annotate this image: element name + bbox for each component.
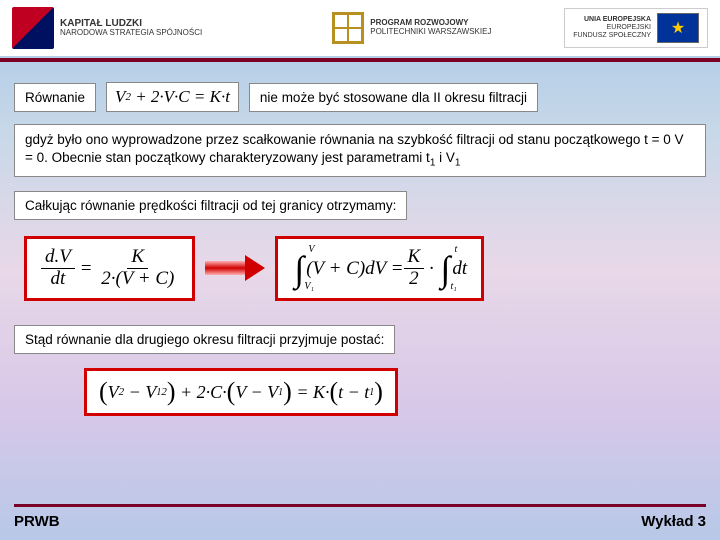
logo-pw: PROGRAM ROZWOJOWY POLITECHNIKI WARSZAWSK… bbox=[332, 12, 491, 44]
paragraph-1: gdyż było ono wyprowadzone przez scałkow… bbox=[14, 124, 706, 177]
eq2a-num: d.V bbox=[41, 247, 75, 269]
logo-kapital-ludzki: KAPITAŁ LUDZKI NARODOWA STRATEGIA SPÓJNO… bbox=[12, 7, 202, 49]
para1-sub2: 1 bbox=[455, 158, 461, 169]
para1-b: i V bbox=[435, 150, 455, 165]
paragraph-2: Całkując równanie prędkości filtracji od… bbox=[14, 191, 407, 220]
label-rownanie: Równanie bbox=[14, 83, 96, 112]
footer-lecture: Wykład 3 bbox=[641, 513, 706, 530]
row-equation-intro: Równanie V2 + 2·V·C = K·t nie może być s… bbox=[14, 82, 706, 112]
integral-2-icon: ∫tt₁ bbox=[440, 248, 450, 290]
eq2a-den: dt bbox=[47, 269, 70, 290]
text-nie-moze: nie może być stosowane dla II okresu fil… bbox=[249, 83, 538, 112]
footer-rule bbox=[14, 504, 706, 507]
eq2b-tail: dt bbox=[452, 258, 467, 280]
para1-a: gdyż było ono wyprowadzone przez scałkow… bbox=[25, 132, 683, 165]
paragraph-3: Stąd równanie dla drugiego okresu filtra… bbox=[14, 325, 395, 354]
kl-subtitle: NARODOWA STRATEGIA SPÓJNOŚCI bbox=[60, 28, 202, 37]
kl-text: KAPITAŁ LUDZKI NARODOWA STRATEGIA SPÓJNO… bbox=[60, 18, 202, 38]
kl-icon bbox=[12, 7, 54, 49]
pw-text: PROGRAM ROZWOJOWY POLITECHNIKI WARSZAWSK… bbox=[370, 19, 491, 37]
eu-sub1: EUROPEJSKI bbox=[607, 24, 651, 31]
logo-eu: UNIA EUROPEJSKA EUROPEJSKI FUNDUSZ SPOŁE… bbox=[564, 8, 708, 48]
header-bar: KAPITAŁ LUDZKI NARODOWA STRATEGIA SPÓJNO… bbox=[0, 0, 720, 56]
pw-subtitle: POLITECHNIKI WARSZAWSKIEJ bbox=[370, 27, 491, 36]
eu-text: UNIA EUROPEJSKA EUROPEJSKI FUNDUSZ SPOŁE… bbox=[573, 16, 651, 39]
integral-1-icon: ∫VV₁ bbox=[294, 248, 304, 290]
footer-code: PRWB bbox=[14, 513, 60, 530]
equation-3: (V2 − V12) + 2·C· (V − V1) = K· (t − t1) bbox=[84, 368, 398, 416]
footer: PRWB Wykład 3 bbox=[14, 504, 706, 530]
eu-title: UNIA EUROPEJSKA bbox=[573, 16, 651, 24]
eq2b-fden: 2 bbox=[405, 269, 423, 290]
eu-flag-icon: ★ bbox=[657, 13, 699, 43]
eq2b-fnum: K bbox=[404, 247, 425, 269]
equation-2a: d.Vdt = K2·(V + C) bbox=[24, 236, 195, 301]
eq2a-rnum: K bbox=[127, 247, 148, 269]
pw-icon bbox=[332, 12, 364, 44]
equation-row: d.Vdt = K2·(V + C) ∫VV₁ (V + C)dV = K2 ·… bbox=[24, 236, 706, 301]
eq2b-mid: (V + C)dV = bbox=[306, 258, 403, 280]
slide-content: Równanie V2 + 2·V·C = K·t nie może być s… bbox=[0, 62, 720, 436]
arrow-icon bbox=[205, 257, 265, 281]
equation-2b: ∫VV₁ (V + C)dV = K2 · ∫tt₁ dt bbox=[275, 236, 484, 301]
equation-1: V2 + 2·V·C = K·t bbox=[106, 82, 239, 112]
eu-sub2: FUNDUSZ SPOŁECZNY bbox=[573, 32, 651, 39]
eq2a-rden: 2·(V + C) bbox=[97, 269, 178, 290]
